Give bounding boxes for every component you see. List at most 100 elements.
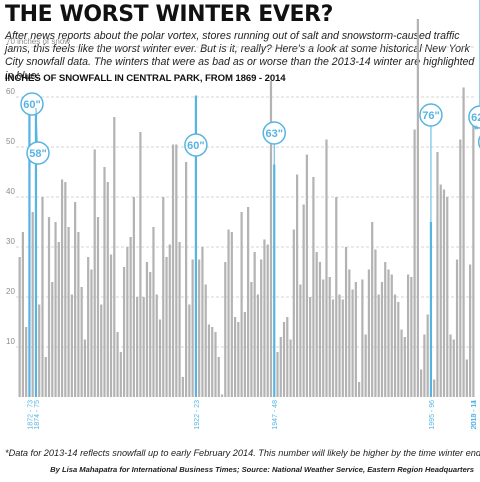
chart-title: INCHES OF SNOWFALL IN CENTRAL PARK, FROM… [5, 73, 286, 84]
bar [312, 177, 315, 397]
y-tick-label: 10 [6, 337, 15, 346]
bar [331, 299, 335, 397]
bar [227, 229, 230, 397]
y-tick-label: 40 [6, 187, 15, 196]
bar [122, 267, 126, 397]
bar [292, 229, 295, 397]
highlight-bar [429, 222, 433, 397]
bar [269, 81, 273, 397]
bar [165, 257, 168, 397]
bar [175, 144, 178, 397]
highlight-bar [34, 108, 38, 397]
bar [433, 379, 436, 397]
bar [139, 132, 142, 397]
bar [158, 319, 162, 397]
bar [44, 357, 47, 397]
y-tick-label: 30 [6, 237, 15, 246]
highlight-value-label: 63" [266, 128, 283, 140]
bar [126, 247, 129, 397]
bar [472, 110, 475, 397]
highlight-circle [20, 92, 44, 116]
bar [403, 337, 406, 397]
bar [21, 232, 25, 397]
bar [155, 294, 158, 397]
bar [149, 272, 152, 397]
bar [374, 249, 377, 397]
bar [410, 277, 413, 397]
season-label: 1947 - 48 [272, 400, 279, 430]
bar [240, 212, 243, 397]
bar [214, 332, 217, 397]
bar [439, 184, 442, 397]
bar [201, 247, 204, 397]
bar [344, 247, 348, 397]
bar [282, 322, 286, 397]
bar [74, 202, 77, 397]
y-top-label: 70 inches of snow [6, 37, 70, 46]
bar [83, 339, 87, 397]
bar [338, 294, 341, 397]
bar [253, 252, 256, 397]
bar [462, 87, 465, 397]
bar [276, 352, 279, 397]
bar [47, 217, 51, 397]
bar [420, 369, 423, 397]
season-label: 1995 - 96 [429, 400, 436, 430]
bar [367, 269, 371, 397]
highlight-value-label: 58" [29, 148, 46, 160]
bar [80, 287, 83, 397]
bar [90, 269, 93, 397]
y-tick-label: 20 [6, 287, 15, 296]
bar [54, 222, 57, 397]
bar [106, 182, 109, 397]
bar [423, 334, 426, 397]
highlight-circle [26, 141, 50, 165]
bar [358, 382, 361, 397]
bar [70, 294, 73, 397]
bar [361, 279, 364, 397]
bar [286, 317, 289, 397]
bars [18, 19, 475, 397]
bar [256, 294, 260, 397]
bar [426, 314, 429, 397]
highlight-circle [262, 121, 286, 145]
bar [468, 264, 472, 397]
bar [51, 282, 54, 397]
bar [452, 339, 455, 397]
season-label: 1874 - 75 [34, 400, 41, 430]
bar [77, 232, 80, 397]
bar [279, 337, 282, 397]
bar [109, 254, 113, 397]
highlight-value-label: 76" [422, 110, 439, 122]
bar [384, 262, 387, 397]
asterisk-mark: * [474, 124, 479, 136]
bar [436, 152, 439, 397]
highlight-circle [419, 103, 443, 127]
bar [413, 129, 416, 397]
bar [295, 174, 299, 397]
season-label: 2010 - 11 [471, 400, 478, 429]
bar [198, 259, 201, 397]
bar [380, 282, 384, 397]
bar [152, 227, 155, 397]
bar [64, 182, 67, 397]
season-label: 1922 - 23 [194, 400, 201, 430]
bar [204, 284, 207, 397]
intro-text: After news reports about the polar vorte… [5, 30, 475, 82]
footnote: *Data for 2013-14 reflects snowfall up t… [5, 448, 480, 458]
bar [351, 289, 354, 397]
bar [328, 277, 331, 397]
bar [266, 244, 269, 397]
highlight-bar [28, 96, 31, 397]
bar [171, 144, 175, 397]
highlight-labels: 60" 1872 - 73 58" 1874 - 75 60" 1922 - 23 63" 1… [20, 0, 480, 430]
bar [220, 394, 224, 397]
bar [18, 257, 21, 397]
bar [31, 212, 34, 397]
bar [191, 259, 194, 397]
bar [129, 237, 132, 397]
bar [335, 197, 338, 397]
bar [57, 242, 60, 397]
bar [305, 154, 308, 397]
